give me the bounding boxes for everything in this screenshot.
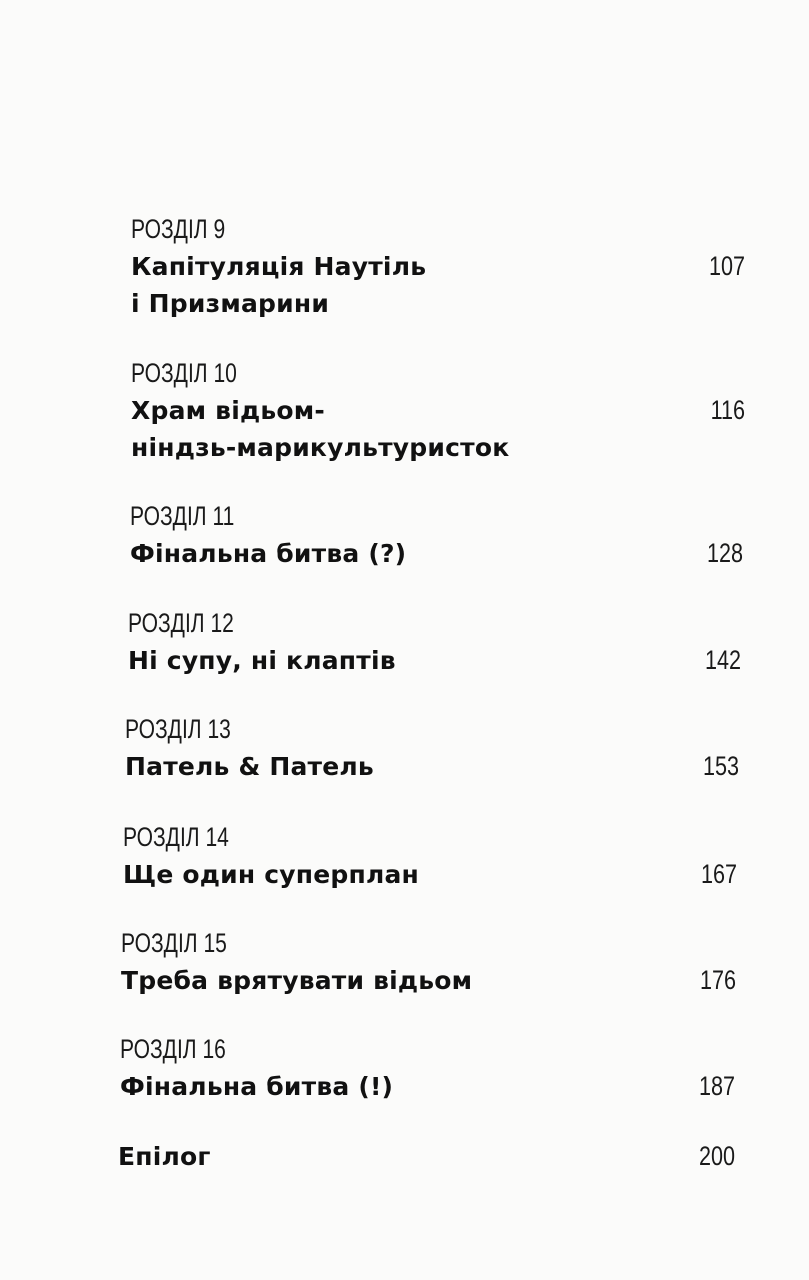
chapter-title-line: ніндзь-марикультуристок (131, 433, 510, 462)
chapter-title: Ще один суперплан (123, 860, 420, 889)
page-number: 142 (704, 645, 741, 675)
chapter-title: Фінальна битва (!) (120, 1072, 394, 1101)
chapter-title-line: і Призмарини (131, 289, 330, 318)
chapter-title: Патель & Патель (125, 752, 374, 781)
chapter-label: РОЗДІЛ 9 (131, 214, 226, 244)
chapter-label: РОЗДІЛ 12 (128, 608, 234, 638)
page-number: 167 (700, 859, 737, 889)
chapter-label: РОЗДІЛ 11 (130, 501, 235, 531)
page-number: 153 (702, 751, 739, 781)
page-number: 116 (710, 395, 745, 425)
page-number: 200 (698, 1141, 735, 1171)
chapter-title-line: Капітуляція Наутіль (131, 252, 427, 281)
chapter-title: Храм відьом- ніндзь-марикультуристок (131, 392, 509, 466)
page-number: 107 (708, 251, 745, 281)
chapter-label: РОЗДІЛ 15 (121, 928, 227, 958)
page-number: 187 (698, 1071, 735, 1101)
page-number: 176 (699, 965, 736, 995)
chapter-title: Ні супу, ні клаптів (128, 646, 396, 675)
chapter-label: РОЗДІЛ 13 (125, 714, 231, 744)
chapter-title-line: Храм відьом- (131, 396, 325, 425)
page-number: 128 (706, 538, 743, 568)
chapter-label: РОЗДІЛ 14 (123, 822, 229, 852)
chapter-title: Треба врятувати відьом (121, 966, 473, 995)
chapter-label: РОЗДІЛ 16 (120, 1034, 226, 1064)
chapter-title: Фінальна битва (?) (130, 539, 407, 568)
epilogue-title: Епілог (118, 1142, 211, 1171)
chapter-title: Капітуляція Наутіль і Призмарини (131, 248, 426, 322)
chapter-label: РОЗДІЛ 10 (131, 358, 237, 388)
